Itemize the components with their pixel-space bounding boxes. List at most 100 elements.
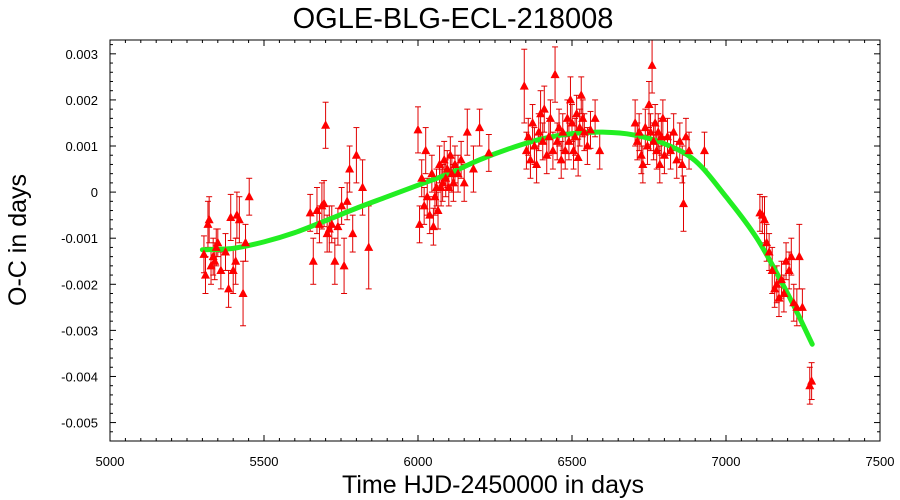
data-point	[647, 60, 657, 69]
data-point	[564, 136, 574, 145]
data-point	[534, 127, 544, 136]
x-tick-label: 5000	[96, 454, 125, 469]
x-tick-label: 6000	[404, 454, 433, 469]
data-point	[567, 117, 577, 127]
data-point	[554, 122, 564, 132]
data-point	[314, 219, 324, 228]
data-point	[324, 223, 334, 233]
data-point	[774, 293, 784, 302]
data-point	[450, 159, 460, 168]
data-point	[805, 380, 815, 390]
data-point	[525, 154, 535, 164]
data-point	[585, 124, 595, 134]
data-point	[675, 136, 685, 145]
data-point	[556, 154, 566, 164]
data-point	[204, 214, 214, 224]
data-point	[200, 270, 210, 279]
data-point	[484, 147, 494, 157]
data-point	[767, 265, 777, 274]
data-point	[445, 150, 455, 159]
data-point	[794, 251, 804, 261]
data-point	[419, 200, 429, 210]
y-axis-label: O-C in days	[4, 174, 32, 306]
data-point	[646, 127, 656, 136]
data-point	[447, 168, 457, 178]
data-point	[681, 131, 691, 141]
data-point	[305, 207, 315, 217]
data-point	[333, 221, 343, 231]
data-point	[666, 145, 676, 155]
data-point	[456, 154, 466, 164]
data-point	[545, 113, 555, 122]
data-point	[536, 108, 546, 118]
y-tick-label: 0.002	[65, 93, 98, 108]
x-tick-label: 5500	[250, 454, 279, 469]
data-point	[448, 177, 458, 187]
data-point	[438, 177, 448, 187]
data-point	[760, 214, 769, 224]
data-point	[786, 251, 796, 261]
data-point	[562, 113, 572, 122]
data-point	[636, 150, 646, 159]
data-point	[221, 247, 230, 256]
data-point	[548, 145, 558, 155]
data-point	[575, 122, 585, 132]
data-point	[669, 127, 679, 136]
data-point	[322, 228, 332, 238]
data-point	[211, 242, 221, 251]
data-point	[439, 154, 449, 164]
y-tick-label: 0.003	[65, 47, 98, 62]
data-point	[572, 108, 582, 118]
data-point	[542, 150, 552, 159]
data-point	[642, 141, 652, 150]
data-point	[560, 145, 570, 155]
data-point	[521, 145, 531, 155]
data-point	[425, 210, 435, 219]
data-point	[442, 164, 452, 173]
data-point	[226, 212, 236, 221]
data-point	[532, 159, 542, 168]
data-point	[213, 237, 223, 247]
data-point	[435, 159, 445, 168]
data-point	[569, 145, 579, 155]
data-point	[640, 122, 650, 132]
data-point	[570, 131, 580, 141]
data-point	[422, 191, 432, 201]
data-point	[578, 113, 588, 122]
data-point	[784, 265, 794, 274]
data-point	[330, 256, 340, 265]
data-point	[529, 141, 539, 150]
data-point	[216, 265, 226, 274]
data-point	[677, 159, 687, 168]
data-point	[453, 168, 463, 178]
data-point	[652, 145, 662, 155]
data-point	[764, 247, 774, 256]
y-tick-label: -0.005	[61, 416, 98, 431]
x-axis-label: Time HJD-2450000 in days	[342, 471, 644, 499]
data-point	[417, 173, 427, 182]
data-point	[342, 196, 352, 205]
data-point	[656, 131, 666, 141]
data-point	[579, 127, 589, 136]
data-point	[351, 150, 361, 159]
data-point	[339, 260, 349, 270]
data-point	[238, 288, 248, 298]
data-point	[550, 69, 560, 79]
data-point	[244, 191, 254, 201]
data-point	[781, 256, 791, 265]
data-point	[678, 198, 688, 208]
y-tick-label: 0.001	[65, 139, 98, 154]
error-bars	[200, 40, 815, 405]
data-point	[228, 265, 238, 274]
x-tick-label: 6500	[558, 454, 587, 469]
data-point	[468, 164, 478, 173]
data-point	[630, 117, 640, 127]
data-point	[658, 113, 668, 122]
data-points	[199, 60, 817, 390]
data-point	[807, 376, 817, 385]
fit-curve	[199, 129, 815, 347]
data-point	[634, 127, 644, 136]
data-point	[659, 150, 669, 159]
data-point	[206, 260, 216, 270]
y-tick-label: -0.004	[61, 369, 98, 384]
